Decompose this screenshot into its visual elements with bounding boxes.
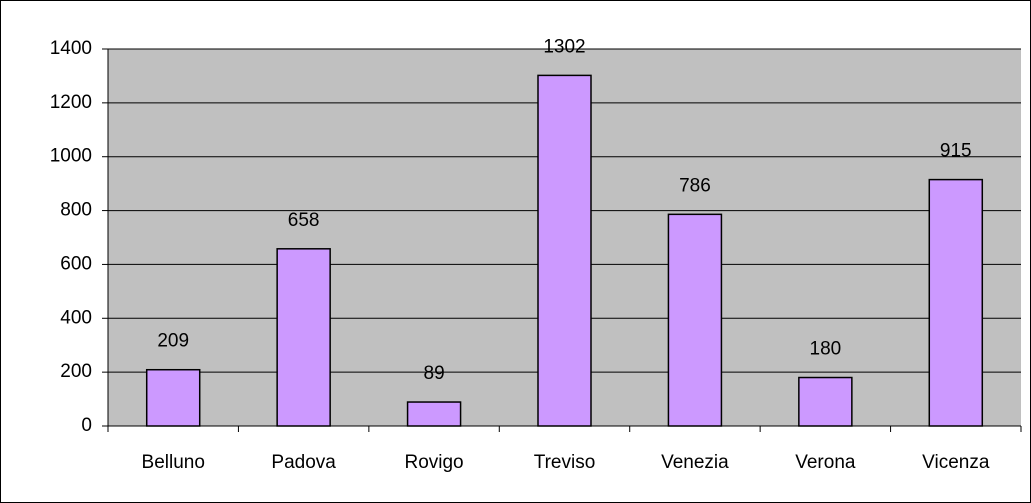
x-tick-label: Belluno	[142, 452, 205, 473]
y-tick-label: 200	[60, 361, 92, 382]
y-tick-label: 800	[60, 200, 92, 221]
y-tick-label: 1400	[50, 38, 92, 59]
x-tick-label: Venezia	[661, 452, 729, 473]
data-label: 89	[424, 363, 445, 384]
data-label: 209	[157, 331, 189, 352]
bar	[667, 213, 723, 427]
data-label: 180	[810, 339, 842, 360]
x-tick-label: Verona	[795, 452, 856, 473]
data-label: 1302	[543, 36, 585, 57]
x-tick-label: Vicenza	[922, 452, 990, 473]
data-label: 658	[288, 210, 320, 231]
y-tick-label: 600	[60, 253, 92, 274]
y-tick-label: 400	[60, 307, 92, 328]
x-tick-label: Padova	[271, 452, 336, 473]
bar	[406, 401, 462, 427]
x-tick-label: Rovigo	[404, 452, 463, 473]
data-label: 786	[679, 175, 711, 196]
data-label: 915	[940, 141, 972, 162]
y-tick-label: 1000	[50, 146, 92, 167]
bar	[145, 368, 201, 427]
bar	[276, 248, 331, 427]
bar	[537, 74, 592, 427]
bar	[798, 376, 853, 427]
x-tick-label: Treviso	[534, 452, 596, 473]
bar	[928, 178, 984, 427]
y-tick-label: 1200	[50, 92, 92, 113]
y-tick-label: 0	[81, 415, 92, 436]
